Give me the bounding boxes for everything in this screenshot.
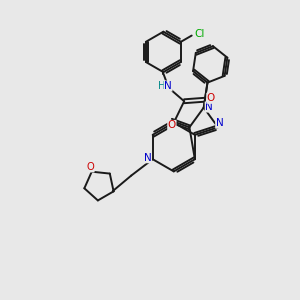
- Text: O: O: [168, 120, 176, 130]
- Text: N: N: [216, 118, 224, 128]
- Text: O: O: [86, 162, 94, 172]
- Text: O: O: [207, 93, 215, 103]
- Text: H: H: [158, 81, 166, 91]
- Text: N: N: [164, 81, 172, 91]
- Text: N: N: [205, 102, 213, 112]
- Text: N: N: [144, 153, 152, 163]
- Text: Cl: Cl: [194, 29, 204, 39]
